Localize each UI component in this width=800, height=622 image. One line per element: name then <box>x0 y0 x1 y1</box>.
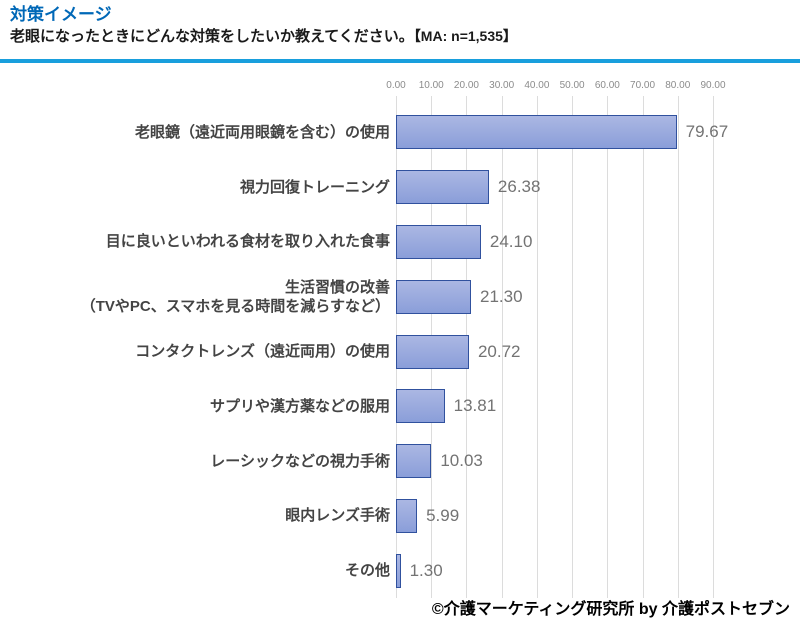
plot-cell: 79.67 <box>396 105 800 160</box>
gridline <box>501 96 503 598</box>
bar <box>396 279 472 314</box>
bar-row: その他 1.30 <box>0 543 800 598</box>
axis-tick-label: 10.00 <box>418 80 444 91</box>
gridline <box>677 96 679 598</box>
category-label: 生活習慣の改善 （TVやPC、スマホを見る時間を減らすなど） <box>80 278 390 315</box>
category-label: 目に良いといわれる食材を取り入れた食事 <box>105 233 390 251</box>
axis-tick-label: 0.00 <box>386 80 406 91</box>
bar-row: サプリや漢方薬などの服用 13.81 <box>0 379 800 434</box>
bar <box>396 170 489 205</box>
category-label: サプリや漢方薬などの服用 <box>209 397 390 415</box>
copyright: ©介護マーケティング研究所 by 介護ポストセブン <box>431 601 790 618</box>
plot-cell: 5.99 <box>396 488 800 543</box>
bar <box>396 115 677 150</box>
bar <box>396 553 401 588</box>
axis-tick-label: 40.00 <box>524 80 550 91</box>
bar <box>396 224 481 259</box>
value-label: 1.30 <box>409 560 443 580</box>
bar <box>396 498 418 533</box>
value-label: 13.81 <box>453 396 497 416</box>
bar-row: 老眼鏡（遠近両用眼鏡を含む）の使用 79.67 <box>0 105 800 160</box>
value-label: 79.67 <box>685 122 729 142</box>
axis-tick-label: 90.00 <box>700 80 726 91</box>
gridline <box>536 96 538 598</box>
header-divider <box>0 59 800 63</box>
page-title: 対策イメージ <box>10 5 112 24</box>
category-label: 老眼鏡（遠近両用眼鏡を含む）の使用 <box>134 123 390 141</box>
plot-cell: 21.30 <box>396 269 800 324</box>
bar <box>396 444 432 479</box>
gridline <box>642 96 644 598</box>
axis-tick-label: 60.00 <box>594 80 620 91</box>
plot-cell: 20.72 <box>396 324 800 379</box>
plot-cell: 13.81 <box>396 379 800 434</box>
value-label: 24.10 <box>489 231 533 251</box>
value-label: 21.30 <box>480 286 523 306</box>
category-label: レーシックなどの視力手術 <box>210 452 390 470</box>
axis-tick-label: 20.00 <box>453 80 479 91</box>
bar-row: コンタクトレンズ（遠近両用）の使用 20.72 <box>0 324 800 379</box>
axis-tick-label: 80.00 <box>665 80 691 91</box>
category-label: コンタクトレンズ（遠近両用）の使用 <box>135 343 390 361</box>
bar-row: 眼内レンズ手術 5.99 <box>0 488 800 543</box>
category-label: その他 <box>344 562 390 580</box>
plot-cell: 26.38 <box>396 160 800 215</box>
bar-row: 生活習慣の改善 （TVやPC、スマホを見る時間を減らすなど） 21.30 <box>0 269 800 324</box>
survey-question-text: 老眼になったときにどんな対策をしたいか教えてください。 <box>10 28 414 45</box>
gridline <box>607 96 609 598</box>
survey-question: 老眼になったときにどんな対策をしたいか教えてください。【MA: n=1,535】 <box>10 26 517 47</box>
axis-tick-label: 50.00 <box>559 80 585 91</box>
category-label: 眼内レンズ手術 <box>285 507 390 525</box>
bar <box>396 389 445 424</box>
value-label: 20.72 <box>477 341 521 361</box>
axis-tick-label: 30.00 <box>489 80 515 91</box>
plot-cell: 1.30 <box>396 543 800 598</box>
axis-tick-label: 70.00 <box>630 80 656 91</box>
bar-row: 目に良いといわれる食材を取り入れた食事 24.10 <box>0 215 800 270</box>
bar-row: レーシックなどの視力手術 10.03 <box>0 434 800 489</box>
sample-size-note: 【MA: n=1,535】 <box>413 28 517 44</box>
header: 対策イメージ 老眼になったときにどんな対策をしたいか教えてください。【MA: n… <box>10 4 517 47</box>
chart-rows: 老眼鏡（遠近両用眼鏡を含む）の使用 79.67 視力回復トレーニング 26.38… <box>0 105 800 598</box>
category-label: 視力回復トレーニング <box>239 178 390 196</box>
gridline <box>572 96 574 598</box>
plot-cell: 24.10 <box>396 215 800 270</box>
plot-cell: 10.03 <box>396 434 800 489</box>
value-label: 5.99 <box>426 505 460 525</box>
gridline <box>713 96 714 598</box>
value-label: 26.38 <box>497 177 541 197</box>
value-label: 10.03 <box>440 451 483 471</box>
bar <box>396 334 469 369</box>
bar-row: 視力回復トレーニング 26.38 <box>0 160 800 215</box>
